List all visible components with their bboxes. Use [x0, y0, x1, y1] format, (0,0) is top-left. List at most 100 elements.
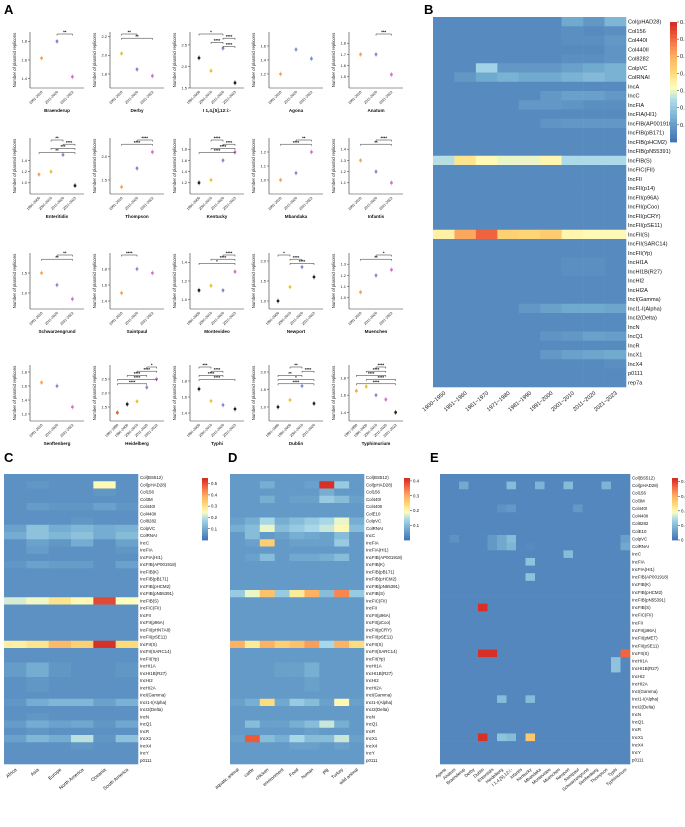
colorbar-step: [202, 525, 208, 528]
heatmap-cell-col440ii-kentucky: [525, 512, 536, 521]
heatmap-cell-incfib-k-aquatic-animal: [230, 561, 246, 569]
heatmap-cell-incq1-aquatic-animal: [230, 720, 246, 729]
heatmap-cell-incfib-phcm2-cattle: [244, 575, 261, 584]
heatmap-cell-incfii-sarc14-1900-1950: [433, 239, 455, 249]
heatmap-cell-incfii-p96a-infantis: [516, 626, 526, 635]
row-label-incq1: IncQ1: [140, 722, 152, 727]
heatmap-cell-incc-wild-animal: [349, 532, 365, 540]
dotplot-ytick-label: 1.1: [340, 284, 346, 289]
heatmap-cell-colrnai-agona: [440, 542, 450, 551]
heatmap-cell-p0111-africa: [4, 756, 27, 765]
heatmap-cell-incfia-mbandaka: [535, 557, 545, 566]
heatmap-cell-col-phad28-food: [289, 481, 305, 489]
row-label-incfii-p96a: IncFII(p96A): [140, 620, 165, 625]
heatmap-cell-inci-gamma-newport: [563, 687, 574, 696]
heatmap-cell-incfii-infantis: [516, 619, 526, 627]
row-label-inchi2: IncHI2: [628, 279, 644, 285]
heatmap-cell-inchi2-wild-animal: [349, 677, 365, 685]
heatmap-cell-incc-2021-2023: [604, 91, 627, 101]
heatmap-cell-col440ii-south-america: [115, 510, 139, 518]
heatmap-cell-incfib-ap001918-turkey: [334, 553, 350, 562]
heatmap-cell-incfii-sarc14-turkey: [334, 648, 350, 656]
row-label-p0111: p0111: [628, 371, 643, 377]
dotplot-point-2001-2010: [120, 185, 123, 189]
heatmap-cell-incfia-1900-1950: [433, 100, 455, 110]
heatmap-cell-incx4-montevideo: [544, 741, 555, 750]
heatmap-cell-incfib-ap001918-1961-1970: [475, 118, 498, 129]
heatmap-cell-col3m-braenderup: [459, 496, 469, 505]
heatmap-cell-col-phad28-agona: [440, 481, 450, 490]
heatmap-cell-incfii-s-chicken: [259, 640, 275, 649]
row-label-incr: IncR: [632, 727, 641, 732]
heatmap-cell-incx4-mbandaka: [535, 741, 545, 750]
panel-label-c: C: [4, 450, 14, 465]
heatmap-cell-col-phad28-2011-2020: [583, 17, 605, 27]
heatmap-cell-incfib-phcm2-food: [289, 575, 305, 584]
heatmap-cell-colrnai-1900-1950: [433, 72, 455, 83]
dotplot-ytick-label: 1.6: [181, 158, 187, 163]
significance-label: ****: [293, 255, 300, 260]
row-label-inci1-i-alpha: IncI1-I(Alpha): [632, 697, 659, 702]
heatmap-cell-incfii-asia: [26, 611, 49, 620]
heatmap-cell-incfib-s-environment: [274, 590, 290, 598]
heatmap-cell-col440ii-2021-2023: [604, 44, 627, 55]
row-label-incfib-s: IncFIB(S): [366, 591, 385, 596]
heatmap-cell-incr-agona: [440, 725, 450, 734]
heatmap-cell-inci-gamma-i-1-4-5-12-i: [506, 687, 517, 696]
row-label-incfia-hi1: IncFIA(HI1): [632, 567, 655, 572]
significance-bracket: [210, 258, 236, 261]
heatmap-cell-inci2-delta-mbandaka: [535, 702, 545, 711]
significance-bracket: [375, 33, 392, 36]
heatmap-cell-incfib-pn55391-south-america: [115, 590, 139, 598]
heatmap-cell-incfii-pmet-montevideo: [544, 634, 555, 643]
heatmap-cell-incfii-europe: [48, 611, 72, 620]
heatmap-cell-incy-thompson: [601, 748, 612, 757]
row-label-incfii-p14: IncFII(p14): [628, 186, 655, 192]
heatmap-cell-incfii-pse11-agona: [440, 641, 450, 650]
heatmap-cell-incr-1900-1950: [433, 340, 455, 351]
heatmap-cell-incfib-pn55391-thompson: [601, 596, 612, 605]
heatmap-cell-inchi1a-enteritidis: [487, 657, 498, 666]
colorbar-step: [670, 26, 677, 31]
dotplot-ytick-label: 1.2: [21, 411, 27, 416]
colorbar-step: [672, 527, 678, 531]
dotplot-serovar-name: Thompson: [125, 214, 149, 219]
heatmap-cell-incx1-kentucky: [525, 733, 536, 742]
heatmap-cell-incfii-pse11-typhimurium: [620, 641, 631, 650]
heatmap-cell-col-phad28-mbandaka: [535, 481, 545, 490]
heatmap-cell-incfib-phcm2-mbandaka: [535, 588, 545, 597]
heatmap-cell-col156-pig: [319, 488, 335, 497]
heatmap-cell-incfii-yp-europe: [48, 655, 72, 663]
col-label-north-america: North America: [58, 767, 85, 791]
heatmap-cell-inchi2a-north-america: [71, 684, 94, 692]
heatmap-cell-inchi1a-infantis: [516, 657, 526, 666]
heatmap-cell-incfii-s-infantis: [516, 649, 526, 658]
row-label-incx4: IncX4: [140, 743, 152, 748]
heatmap-cell-incy-oceania: [93, 749, 116, 758]
dotplot-serovar-name: Muenchen: [365, 329, 388, 334]
heatmap-cell-incn-asia: [26, 713, 49, 721]
heatmap-cell-inchi2a-1961-1970: [475, 285, 498, 295]
heatmap-cell-inchi1b-r27-2021-2023: [604, 266, 627, 277]
heatmap-cell-inci1-i-alpha-1900-1950: [433, 303, 455, 314]
heatmap-cell-colpvc-schwarzengrund: [582, 535, 593, 543]
heatmap-cell-incc-kentucky: [525, 550, 536, 559]
heatmap-cell-col156-turkey: [334, 488, 350, 497]
heatmap-cell-colrnai-africa: [4, 532, 27, 540]
heatmap-cell-incfib-s-south-america: [115, 597, 139, 605]
heatmap-cell-inca-1951-1960: [454, 81, 477, 92]
heatmap-cell-inchi2a-thompson: [601, 680, 612, 688]
heatmap-cell-incr-2001-2010: [561, 340, 584, 351]
heatmap-cell-inci2-delta-1951-1960: [454, 313, 477, 323]
heatmap-cell-col440ii-agona: [440, 512, 450, 521]
colorbar-tick-label: 0.3: [211, 504, 218, 509]
significance-bracket: [222, 254, 236, 257]
dotplot-ytick-label: 2.5: [181, 42, 187, 47]
heatmap-cell-incfic-fii-anatum: [449, 611, 460, 620]
heatmap-cell-inci1-i-alpha-1961-1970: [475, 303, 498, 314]
heatmap-cell-inca-2011-2020: [583, 81, 605, 92]
heatmap-cell-incfii-pse11-africa: [4, 633, 27, 642]
colorbar-step: [670, 114, 677, 119]
heatmap-cell-incx4-1981-1990: [518, 359, 541, 369]
heatmap-cell-incfii-i-1-4-5-12-i: [506, 619, 517, 627]
